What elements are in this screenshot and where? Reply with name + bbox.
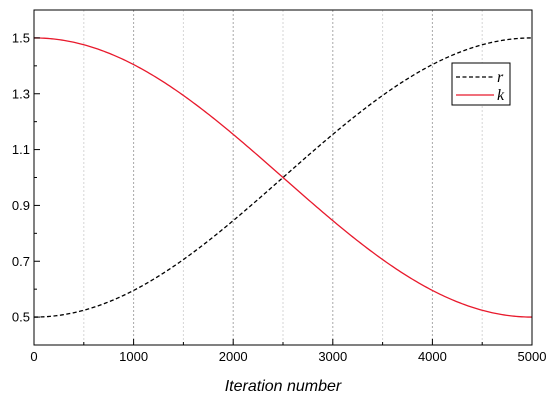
data-point-k (282, 177, 283, 178)
y-tick-label: 1.1 (12, 142, 30, 157)
data-point-k (432, 289, 433, 290)
legend: rk (451, 62, 511, 106)
y-tick-label: 1.3 (12, 86, 30, 101)
data-point-r (332, 135, 333, 136)
data-point-k (83, 43, 84, 44)
y-tick-label: 0.7 (12, 254, 30, 269)
data-point-r (133, 289, 134, 290)
data-point-r (482, 43, 483, 44)
data-point-k (382, 258, 383, 259)
data-point-r (183, 258, 184, 259)
data-point-r (83, 311, 84, 312)
axis-ticks (33, 37, 533, 345)
tick-labels: 0 1000 2000 3000 4000 5000 0.5 0.7 0.9 1.1 1.3 1.5 (12, 30, 547, 364)
x-axis-title: Iteration number (225, 378, 342, 395)
x-tick-label: 3000 (318, 349, 347, 364)
data-point-k (133, 65, 134, 66)
x-tick-label: 5000 (518, 349, 547, 364)
legend-label-r: r (497, 69, 504, 86)
y-tick-label: 1.5 (12, 30, 30, 45)
y-tick-label: 0.5 (12, 310, 30, 325)
legend-box (451, 62, 511, 106)
x-tick-label: 4000 (418, 349, 447, 364)
legend-label-k: k (497, 87, 505, 104)
x-tick-label: 1000 (119, 349, 148, 364)
y-tick-label: 0.9 (12, 198, 30, 213)
series-group (33, 37, 533, 318)
data-point-r (432, 65, 433, 66)
data-point-k (482, 311, 483, 312)
series-line-k (33, 37, 533, 318)
series-line-r (33, 37, 533, 318)
x-tick-label: 0 (30, 349, 37, 364)
data-point-k (233, 135, 234, 136)
data-point-k (183, 96, 184, 97)
data-point-k (332, 219, 333, 220)
x-tick-label: 2000 (219, 349, 248, 364)
data-point-r (233, 219, 234, 220)
data-point-r (382, 96, 383, 97)
